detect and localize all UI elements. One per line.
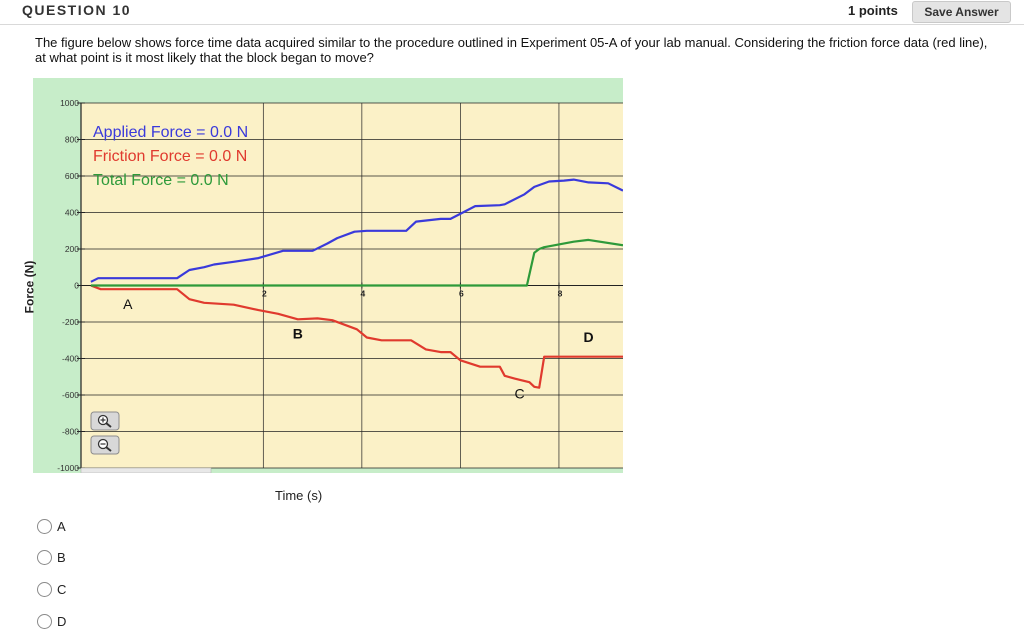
y-axis-label-wrap: Force (N) (21, 261, 57, 314)
y-tick-label: 400 (65, 208, 79, 218)
y-tick-label: 600 (65, 171, 79, 181)
x-tick-label: 4 (360, 289, 365, 299)
zoom-in-icon-handle (105, 422, 112, 428)
annotation-point-b: B (293, 325, 303, 341)
option-label-a: A (57, 519, 66, 534)
friction-force-line (90, 284, 623, 389)
radio-d[interactable] (37, 614, 52, 629)
applied-force-line (90, 178, 624, 283)
legend-entry: Friction Force = 0.0 N (93, 148, 247, 165)
y-tick-label: 1000 (60, 98, 79, 108)
question-title: QUESTION 10 (22, 2, 132, 18)
radio-c[interactable] (37, 582, 52, 597)
y-tick-label: -200 (62, 317, 79, 327)
legend-entry: Total Force = 0.0 N (93, 172, 229, 189)
annotation-point-a: A (123, 296, 133, 312)
x-tick-label: 8 (558, 289, 563, 299)
answer-option-b[interactable]: B (37, 549, 97, 567)
chart-svg: 1000 800 600 400 200 0 -200 -400 -600 -800 -1000 2 4… (33, 78, 624, 474)
plot-scroll-strip[interactable] (80, 467, 212, 474)
total-force-line (90, 238, 624, 287)
y-tick-label: -600 (62, 390, 79, 400)
x-tick-label: 6 (459, 289, 464, 299)
question-header: QUESTION 10 1 points Save Answer (0, 0, 1024, 25)
answer-option-d[interactable]: D (37, 613, 97, 631)
force-time-graph: 1000 800 600 400 200 0 -200 -400 -600 -800 -1000 2 4… (33, 78, 624, 474)
points-label: 1 points (848, 3, 898, 18)
legend-entry: Applied Force = 0.0 N (93, 124, 248, 141)
zoom-out-icon-handle (105, 446, 112, 452)
annotation-point-d: D (583, 329, 593, 345)
answer-option-c[interactable]: C (37, 581, 97, 599)
y-tick-label: -1000 (57, 463, 79, 473)
question-text: The figure below shows force time data a… (35, 35, 988, 65)
save-answer-button[interactable]: Save Answer (912, 1, 1011, 23)
y-tick-label: -400 (62, 354, 79, 364)
x-axis-label: Time (s) (275, 488, 323, 503)
y-tick-label: 800 (65, 135, 79, 145)
radio-a[interactable] (37, 519, 52, 534)
x-tick-label: 2 (262, 289, 267, 299)
answer-option-a[interactable]: A (37, 518, 97, 536)
option-label-d: D (57, 614, 67, 629)
y-axis-label: Force (N) (22, 260, 37, 314)
y-tick-label: -800 (62, 427, 79, 437)
radio-b[interactable] (37, 550, 52, 565)
annotation-point-c: C (514, 386, 524, 402)
option-label-c: C (57, 582, 67, 597)
y-tick-label: 200 (65, 244, 79, 254)
option-label-b: B (57, 550, 66, 565)
y-tick-label: 0 (74, 281, 79, 291)
